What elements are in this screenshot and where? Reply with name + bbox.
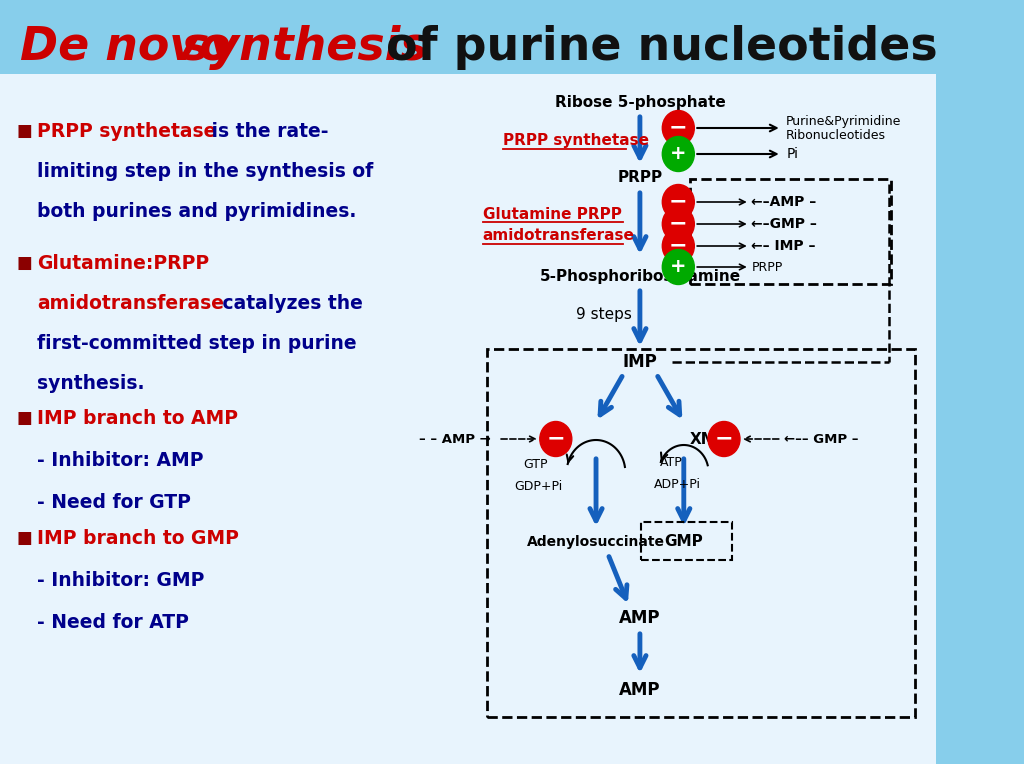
Text: −: −: [669, 213, 688, 233]
Text: GTP: GTP: [523, 458, 548, 471]
Text: 9 steps: 9 steps: [575, 306, 632, 322]
Text: Glutamine:PRPP: Glutamine:PRPP: [38, 254, 210, 273]
Text: ADP+Pi: ADP+Pi: [653, 478, 700, 490]
Text: Ribose 5-phosphate: Ribose 5-phosphate: [555, 95, 725, 109]
FancyBboxPatch shape: [0, 74, 936, 764]
Text: both purines and pyrimidines.: both purines and pyrimidines.: [38, 202, 356, 221]
Text: XMP: XMP: [690, 432, 728, 446]
Text: −: −: [669, 191, 688, 211]
Text: AMP: AMP: [620, 681, 660, 699]
Text: −: −: [669, 235, 688, 255]
Text: ATP: ATP: [660, 455, 683, 468]
Text: IMP: IMP: [623, 353, 657, 371]
Text: - Need for GTP: - Need for GTP: [38, 493, 191, 512]
Circle shape: [663, 184, 694, 219]
Circle shape: [663, 137, 694, 171]
Text: Purine&Pyrimidine: Purine&Pyrimidine: [786, 115, 901, 128]
Text: Adenylosuccinate: Adenylosuccinate: [527, 535, 665, 549]
Text: 5-Phosphoribosylamine: 5-Phosphoribosylamine: [540, 268, 740, 283]
Circle shape: [663, 206, 694, 241]
Text: ←–GMP –: ←–GMP –: [752, 217, 817, 231]
Text: synthesis.: synthesis.: [38, 374, 145, 393]
Text: PRPP: PRPP: [617, 170, 663, 186]
Text: De novo: De novo: [20, 24, 230, 70]
Text: ←–AMP –: ←–AMP –: [752, 195, 817, 209]
Text: PRPP synthetase: PRPP synthetase: [38, 122, 217, 141]
Text: −: −: [669, 117, 688, 137]
Text: −: −: [547, 428, 565, 448]
Circle shape: [663, 228, 694, 264]
Text: ■: ■: [16, 409, 32, 427]
Circle shape: [663, 111, 694, 145]
Text: limiting step in the synthesis of: limiting step in the synthesis of: [38, 162, 374, 181]
FancyBboxPatch shape: [0, 0, 936, 74]
Text: Ribonucleotides: Ribonucleotides: [786, 128, 886, 141]
Circle shape: [663, 250, 694, 284]
Text: IMP branch to GMP: IMP branch to GMP: [38, 529, 240, 548]
Text: is the rate-: is the rate-: [205, 122, 329, 141]
Text: - Inhibitor: AMP: - Inhibitor: AMP: [38, 451, 204, 470]
Text: first-committed step in purine: first-committed step in purine: [38, 334, 357, 353]
Text: ■: ■: [16, 122, 32, 140]
Text: PRPP synthetase: PRPP synthetase: [503, 134, 649, 148]
Text: ■: ■: [16, 529, 32, 547]
Text: AMP: AMP: [620, 609, 660, 627]
Text: amidotransferase: amidotransferase: [482, 228, 635, 244]
Text: PRPP: PRPP: [752, 261, 782, 274]
Text: synthesis: synthesis: [166, 24, 428, 70]
Circle shape: [708, 422, 740, 457]
Circle shape: [540, 422, 571, 457]
Text: ←– IMP –: ←– IMP –: [752, 239, 816, 253]
Text: – – AMP →: – – AMP →: [419, 432, 490, 445]
Text: of purine nucleotides: of purine nucleotides: [371, 24, 938, 70]
Text: - Inhibitor: GMP: - Inhibitor: GMP: [38, 571, 205, 590]
Text: ←–– GMP –: ←–– GMP –: [784, 432, 859, 445]
Text: GDP+Pi: GDP+Pi: [514, 480, 562, 493]
Text: catalyzes the: catalyzes the: [216, 294, 362, 313]
Text: +: +: [670, 257, 686, 276]
Text: Glutamine PRPP: Glutamine PRPP: [482, 206, 622, 222]
Text: IMP branch to AMP: IMP branch to AMP: [38, 409, 239, 428]
Text: −: −: [715, 428, 733, 448]
Text: - Need for ATP: - Need for ATP: [38, 613, 189, 632]
Text: ■: ■: [16, 254, 32, 272]
Text: +: +: [670, 144, 686, 163]
Text: amidotransferase: amidotransferase: [38, 294, 224, 313]
Text: GMP: GMP: [665, 535, 703, 549]
Text: Pi: Pi: [786, 147, 798, 161]
